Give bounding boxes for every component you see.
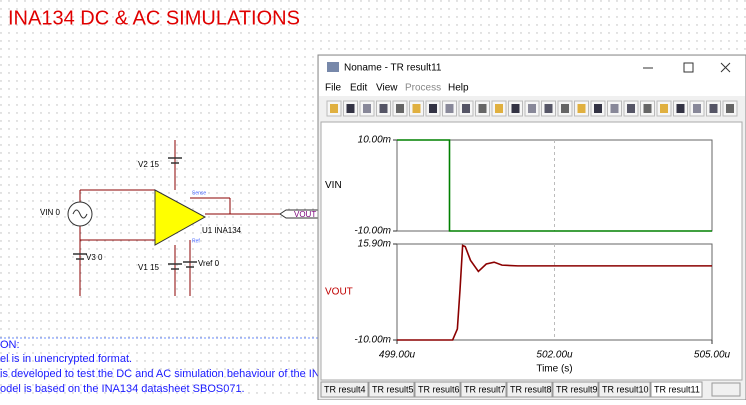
toolbar-icon <box>726 104 734 113</box>
battery-symbols <box>73 157 197 270</box>
window-title: Noname - TR result11 <box>344 63 442 74</box>
toolbar-icon <box>627 104 635 113</box>
menu-item[interactable]: Process <box>405 83 441 94</box>
tab[interactable] <box>414 381 461 398</box>
y-tick-label: -10.00m <box>354 335 391 346</box>
description-line: ON: <box>0 339 20 351</box>
toolbar-icon <box>346 104 355 113</box>
toolbar-icon <box>594 104 602 113</box>
toolbar-icon <box>561 104 569 113</box>
menu-item[interactable]: Help <box>448 83 469 94</box>
maximize-button[interactable] <box>683 62 694 73</box>
line-series <box>397 244 712 341</box>
tab-label: TR result4 <box>324 384 366 394</box>
label: Sense <box>192 190 206 196</box>
toolbar-icon <box>528 104 536 113</box>
tab-label: TR result8 <box>510 384 552 394</box>
menu-item[interactable]: File <box>325 83 342 94</box>
tab-label: TR result9 <box>556 384 598 394</box>
toolbar-icon <box>363 104 371 113</box>
toolbar-icon <box>429 104 437 113</box>
y-tick-label: 15.90m <box>358 239 391 250</box>
menu-item[interactable]: View <box>376 83 398 94</box>
y-axis-label: VIN <box>325 180 342 191</box>
y-axis-label: VOUT <box>325 287 353 298</box>
tab[interactable] <box>552 381 599 398</box>
description-line: is developed to test the DC and AC simul… <box>0 368 320 380</box>
x-tick-label: 499.00u <box>379 350 416 361</box>
schematic <box>79 140 280 296</box>
x-tick-label: 502.00u <box>536 350 573 361</box>
x-tick-label: 505.00u <box>694 350 731 361</box>
tab-scroll[interactable] <box>711 382 741 397</box>
tab[interactable] <box>506 381 553 398</box>
tab[interactable] <box>650 381 703 398</box>
tab-label: TR result10 <box>602 384 649 394</box>
toolbar-icon <box>495 104 503 113</box>
toolbar-icon <box>643 104 652 113</box>
tab[interactable] <box>598 381 651 398</box>
toolbar-icon <box>577 104 586 113</box>
toolbar <box>326 100 738 117</box>
toolbar-icon <box>511 104 520 113</box>
toolbar-icon <box>676 104 685 113</box>
toolbar-icon <box>693 104 701 113</box>
opamp <box>154 189 207 246</box>
menu-item[interactable]: Edit <box>350 83 367 94</box>
window: Noname - TR result11 File Edit View Process… <box>317 54 746 401</box>
label: V2 15 <box>138 160 159 169</box>
toolbar-icon <box>462 104 470 113</box>
label: VIN 0 <box>40 208 61 217</box>
description-line: odel is based on the INA134 datasheet SB… <box>0 383 245 395</box>
label: Vref 0 <box>198 259 220 268</box>
toolbar-icon <box>478 104 487 113</box>
y-tick-label: -10.00m <box>354 226 391 237</box>
toolbar-icon <box>610 104 619 113</box>
tab-label: TR result7 <box>464 384 506 394</box>
x-axis-label: Time (s) <box>536 364 572 375</box>
line-series <box>397 139 712 232</box>
toolbar-icon <box>445 104 454 113</box>
label: U1 INA134 <box>202 226 242 235</box>
y-tick-label: 10.00m <box>358 135 391 146</box>
tab[interactable] <box>460 381 507 398</box>
label: VOUT <box>294 210 316 219</box>
toolbar-icon <box>330 104 338 113</box>
page-title: INA134 DC & AC SIMULATIONS <box>8 7 300 29</box>
toolbar-icon <box>660 104 668 113</box>
tab-label: TR result5 <box>372 384 414 394</box>
toolbar-icon <box>412 104 421 113</box>
toolbar-icon <box>396 104 404 113</box>
label: V3 0 <box>86 253 103 262</box>
tab-label: TR result6 <box>418 384 460 394</box>
toolbar-icon <box>544 104 553 113</box>
close-button[interactable] <box>720 62 731 73</box>
description-line: el is in unencrypted format. <box>0 353 132 365</box>
plot-panel <box>320 121 743 381</box>
label: Ref <box>192 238 200 244</box>
tab[interactable] <box>368 381 415 398</box>
label: V1 15 <box>138 263 159 272</box>
toolbar-icon <box>379 104 388 113</box>
tab-label: TR result11 <box>654 384 700 394</box>
tab[interactable] <box>320 381 369 398</box>
toolbar-icon <box>709 104 718 113</box>
